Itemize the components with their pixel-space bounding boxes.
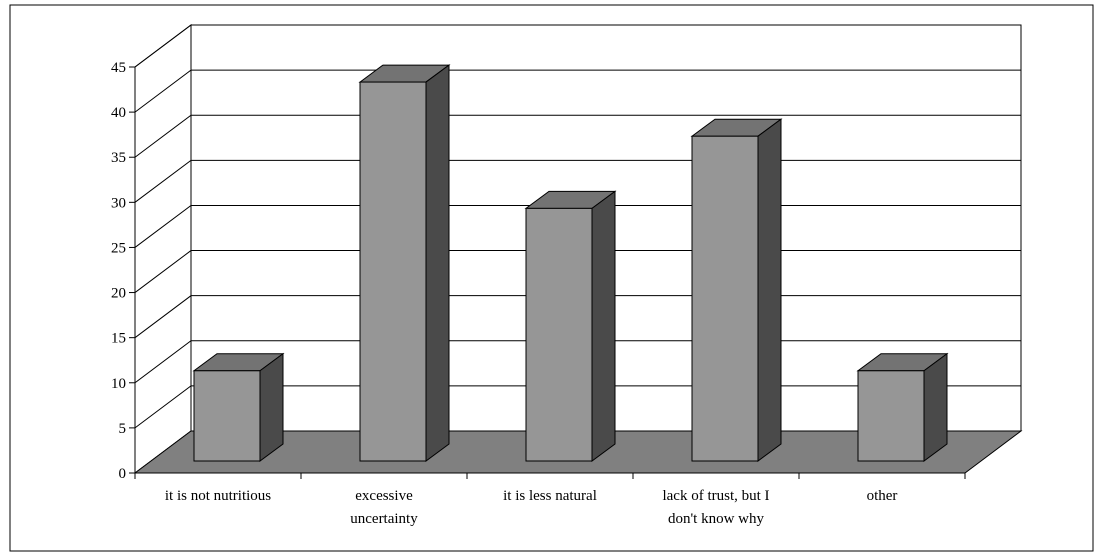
axes bbox=[129, 66, 966, 479]
y-tick-label: 30 bbox=[111, 195, 126, 211]
bar bbox=[192, 352, 285, 462]
bar bbox=[690, 118, 783, 462]
x-category-label-line: it is not nutritious bbox=[165, 488, 271, 504]
x-category-label-line: it is less natural bbox=[503, 488, 597, 504]
bar-side bbox=[757, 118, 782, 462]
bar-side bbox=[591, 190, 616, 462]
x-category-label-line: other bbox=[867, 488, 898, 504]
y-tick-label: 35 bbox=[111, 150, 126, 166]
bar bbox=[856, 352, 949, 462]
y-tick-label: 15 bbox=[111, 331, 126, 347]
bar bbox=[524, 190, 617, 462]
x-category-label: it is not nutritious bbox=[165, 488, 271, 504]
x-category-label-line: excessive bbox=[355, 488, 413, 504]
bar-side bbox=[923, 352, 948, 462]
x-category-label-line: lack of trust, but I bbox=[662, 488, 769, 504]
bar-front bbox=[359, 81, 427, 462]
bar-side bbox=[259, 352, 284, 462]
bar-side bbox=[425, 64, 450, 462]
x-axis-category-labels: it is not nutritious excessive uncertainty… bbox=[165, 488, 898, 527]
gridline bbox=[134, 69, 1021, 113]
bar-front bbox=[691, 135, 759, 462]
bar-front bbox=[525, 207, 593, 462]
x-category-label-line: uncertainty bbox=[350, 511, 418, 527]
x-category-label-line: don't know why bbox=[668, 511, 765, 527]
x-category-label: it is less natural bbox=[503, 488, 597, 504]
y-tick-label: 10 bbox=[111, 376, 126, 392]
y-tick-label: 5 bbox=[119, 421, 127, 437]
bar bbox=[358, 64, 451, 462]
x-category-label: other bbox=[867, 488, 898, 504]
y-tick-label: 25 bbox=[111, 240, 126, 256]
bars bbox=[192, 64, 949, 462]
x-category-label: lack of trust, but I don't know why bbox=[662, 488, 769, 527]
y-tick-label: 0 bbox=[119, 466, 127, 482]
x-category-label: excessive uncertainty bbox=[350, 488, 418, 527]
y-tick-label: 40 bbox=[111, 105, 126, 121]
y-tick-label: 45 bbox=[111, 60, 126, 76]
y-tick-label: 20 bbox=[111, 286, 126, 302]
y-axis-tick-labels: 0 5 10 15 20 25 30 35 40 45 bbox=[111, 60, 126, 482]
side-wall bbox=[134, 24, 192, 474]
bar-front bbox=[193, 370, 261, 462]
bar-front bbox=[857, 370, 925, 462]
gridline bbox=[134, 114, 1021, 158]
gridline bbox=[134, 24, 1021, 68]
